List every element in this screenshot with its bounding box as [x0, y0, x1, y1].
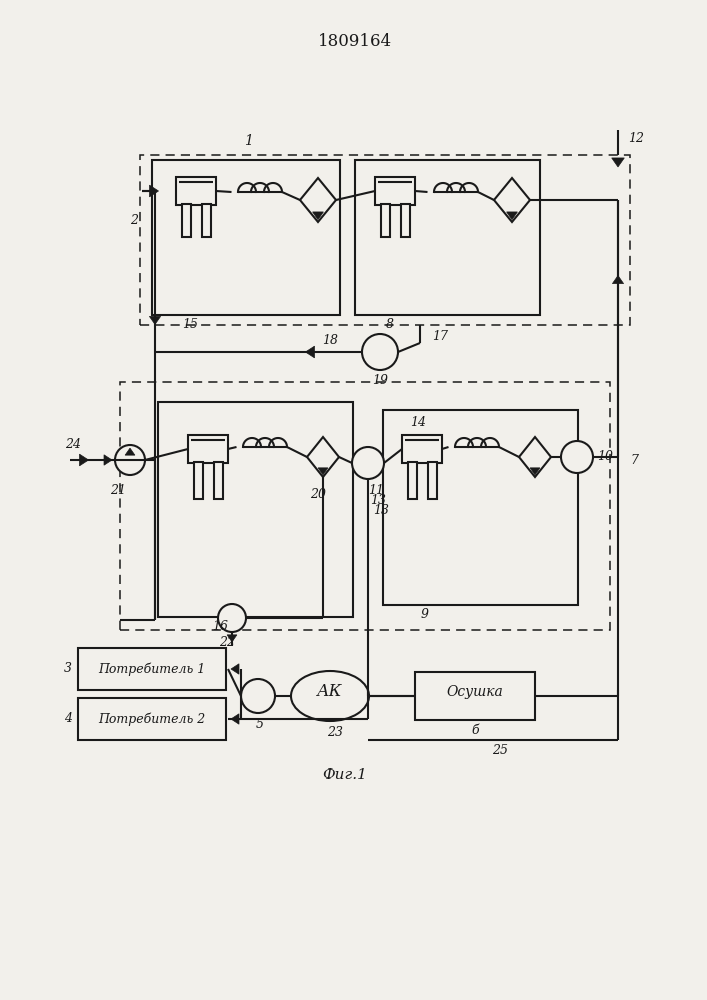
Polygon shape	[300, 178, 336, 222]
Bar	[78, 648, 226, 690]
Text: 9: 9	[421, 608, 429, 621]
Text: 18: 18	[322, 334, 338, 348]
Text: 24: 24	[65, 438, 81, 452]
Text: 17: 17	[432, 330, 448, 344]
Bar	[176, 177, 216, 205]
Bar	[407, 462, 416, 499]
Text: 1: 1	[244, 134, 252, 148]
Circle shape	[115, 445, 145, 475]
Text: 19: 19	[372, 373, 388, 386]
Bar	[188, 435, 228, 463]
Bar	[415, 672, 535, 720]
Text: 5: 5	[256, 718, 264, 730]
Bar	[182, 204, 190, 237]
Text: 23: 23	[327, 726, 343, 738]
Text: 7: 7	[630, 454, 638, 466]
Text: 10: 10	[597, 450, 613, 464]
Text: 15: 15	[182, 318, 198, 332]
Polygon shape	[305, 346, 315, 358]
Bar	[375, 177, 415, 205]
Polygon shape	[318, 468, 328, 475]
Text: б: б	[471, 724, 479, 736]
Bar	[383, 410, 578, 605]
Text: 11: 11	[368, 485, 384, 497]
Text: 25: 25	[492, 744, 508, 756]
Text: 2: 2	[130, 214, 138, 227]
Text: 20: 20	[310, 488, 326, 502]
Bar	[152, 160, 340, 315]
Text: Осушка: Осушка	[447, 685, 503, 699]
Bar	[355, 160, 540, 315]
Polygon shape	[494, 178, 530, 222]
Polygon shape	[231, 714, 239, 724]
Circle shape	[241, 679, 275, 713]
Polygon shape	[530, 468, 540, 475]
Text: 16: 16	[212, 620, 228, 634]
Ellipse shape	[291, 671, 369, 721]
Text: 14: 14	[410, 416, 426, 430]
Bar	[201, 204, 211, 237]
Bar	[402, 435, 442, 463]
Text: Потребитель 1: Потребитель 1	[98, 662, 206, 676]
Text: Фиг.1: Фиг.1	[322, 768, 368, 782]
Text: 4: 4	[64, 712, 72, 726]
Polygon shape	[507, 212, 518, 220]
Text: АК: АК	[317, 684, 343, 700]
Circle shape	[561, 441, 593, 473]
Text: Потребитель 2: Потребитель 2	[98, 712, 206, 726]
Polygon shape	[79, 454, 88, 466]
Polygon shape	[125, 448, 135, 455]
Bar	[428, 462, 436, 499]
Text: 8: 8	[386, 318, 394, 332]
Bar	[120, 382, 610, 630]
Bar	[400, 204, 409, 237]
Text: 1809164: 1809164	[318, 33, 392, 50]
Bar	[140, 155, 630, 325]
Text: 22: 22	[219, 636, 235, 648]
Polygon shape	[612, 158, 624, 167]
Text: 13: 13	[370, 493, 386, 506]
Text: 12: 12	[628, 131, 644, 144]
Polygon shape	[307, 437, 339, 477]
Polygon shape	[104, 455, 112, 465]
Polygon shape	[227, 635, 237, 642]
Bar	[214, 462, 223, 499]
Circle shape	[352, 447, 384, 479]
Polygon shape	[149, 185, 158, 197]
Bar	[78, 698, 226, 740]
Polygon shape	[312, 212, 323, 220]
Text: 13: 13	[373, 504, 389, 516]
Circle shape	[218, 604, 246, 632]
Circle shape	[362, 334, 398, 370]
Polygon shape	[231, 664, 239, 674]
Bar	[194, 462, 202, 499]
Text: 3: 3	[64, 662, 72, 676]
Bar	[158, 402, 353, 617]
Bar	[380, 204, 390, 237]
Polygon shape	[519, 437, 551, 477]
Polygon shape	[612, 276, 624, 284]
Text: 21: 21	[110, 484, 126, 496]
Polygon shape	[149, 316, 160, 324]
